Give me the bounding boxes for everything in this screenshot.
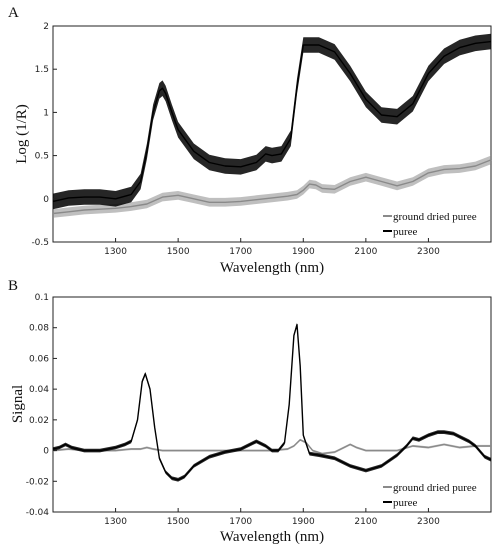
series-line-puree [52, 323, 492, 481]
y-tick-label: -0.5 [31, 238, 49, 248]
panel-b-series [52, 322, 492, 482]
y-tick-label: -0.04 [26, 508, 50, 518]
y-tick-label: 0.06 [29, 354, 49, 364]
x-tick-label: 2100 [354, 517, 377, 527]
y-tick-label: 0.04 [29, 385, 49, 395]
x-tick-label: 1500 [167, 247, 190, 257]
panel-a-ylabel: Log (1/R) [14, 104, 30, 164]
y-tick-label: 0.5 [35, 152, 49, 162]
y-tick-label: 0.02 [29, 416, 49, 426]
series-band-puree [53, 33, 491, 210]
panel-a-series [52, 33, 492, 218]
panel-b-xlabel: Wavelength (nm) [220, 529, 324, 545]
panel-b-ticks: 1300 1500 1700 1900 2100 2300 -0.04 -0.02 0 0.02 0… [26, 293, 440, 527]
y-tick-label: -0.02 [26, 477, 49, 487]
x-tick-label: 1500 [167, 517, 190, 527]
x-tick-label: 1900 [292, 517, 315, 527]
legend-label-puree: puree [393, 497, 418, 509]
y-tick-label: 2 [43, 22, 49, 32]
panel-a-plot-frame [52, 25, 492, 243]
legend-label-puree: puree [393, 226, 418, 238]
series-line-ground-dried-puree [52, 159, 492, 215]
x-tick-label: 1900 [292, 247, 315, 257]
series-line-puree [52, 40, 492, 203]
panel-b: B 1300 1500 1700 1900 2100 2300 -0.04 -0.02 0 0.0… [8, 278, 492, 545]
panel-a-legend: ground dried puree puree [383, 211, 477, 238]
legend-label-ground-dried-puree: ground dried puree [393, 482, 477, 494]
y-tick-label: 0.08 [29, 324, 49, 334]
x-tick-label: 1300 [104, 517, 127, 527]
panel-b-letter: B [8, 278, 18, 294]
x-tick-label: 2300 [417, 247, 440, 257]
y-tick-label: 0.1 [35, 293, 49, 303]
panel-a: A 1300 1500 1700 1900 2100 2300-0.500.511.52 … [8, 5, 492, 276]
x-tick-label: 2300 [417, 517, 440, 527]
panel-a-xlabel: Wavelength (nm) [220, 260, 324, 276]
y-tick-label: 0 [43, 195, 49, 205]
x-tick-label: 1700 [229, 517, 252, 527]
x-tick-label: 1700 [229, 247, 252, 257]
y-tick-label: 1.5 [35, 65, 49, 75]
y-tick-label: 1 [43, 108, 49, 118]
panel-b-plot-frame [52, 296, 492, 513]
panel-a-letter: A [8, 5, 19, 21]
legend-label-ground-dried-puree: ground dried puree [393, 211, 477, 223]
series-band-puree [53, 322, 491, 482]
panel-b-ylabel: Signal [10, 385, 26, 423]
series-band-ground-dried-puree [53, 155, 491, 218]
x-tick-label: 2100 [354, 247, 377, 257]
panel-a-ticks: 1300 1500 1700 1900 2100 2300 -0.5 0 0.5 1 1.5 2 [31, 22, 440, 257]
y-tick-label: 0 [43, 447, 49, 457]
x-tick-label: 1300 [104, 247, 127, 257]
panel-b-legend: ground dried puree puree [383, 482, 477, 509]
